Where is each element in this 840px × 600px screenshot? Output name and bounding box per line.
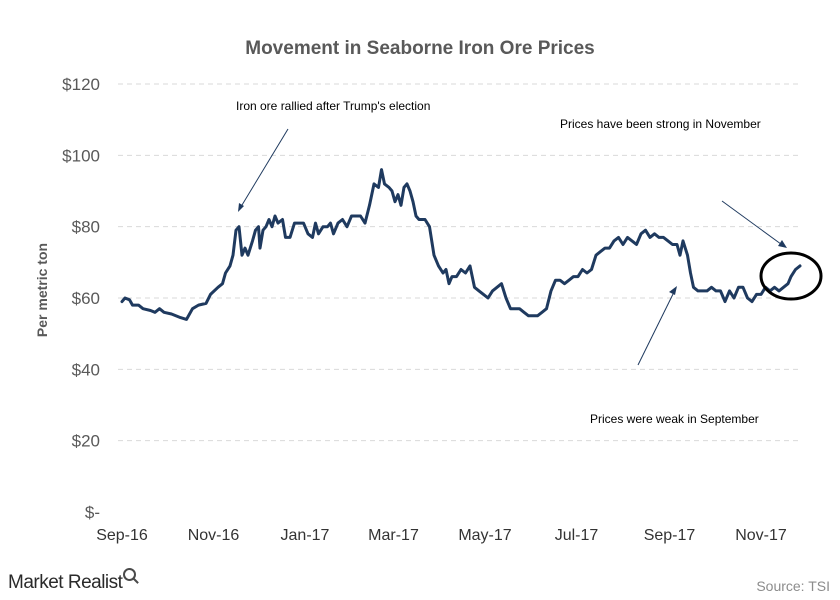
annotation-arrow-september	[637, 287, 677, 366]
x-tick-label: Jan-17	[281, 527, 330, 544]
gridlines	[118, 83, 800, 442]
x-tick-label: Nov-17	[735, 527, 787, 544]
annotation-strong-november: Prices have been strong in November	[560, 117, 761, 131]
x-tick-label: Nov-16	[188, 527, 240, 544]
x-tick-label: May-17	[458, 527, 511, 544]
x-tick-label: Sep-17	[644, 527, 696, 544]
arrowhead-september-icon	[669, 286, 677, 295]
y-tick-label: $40	[72, 360, 100, 379]
x-tick-label: Sep-16	[96, 527, 148, 544]
y-tick-label: $120	[62, 75, 100, 94]
chart-title: Movement in Seaborne Iron Ore Prices	[245, 38, 595, 59]
y-axis-ticks: $- $20 $40 $60 $80 $100 $120	[62, 75, 100, 522]
magnifier-icon	[123, 568, 137, 581]
brand-name: Market Realist	[8, 572, 123, 593]
x-tick-label: Mar-17	[368, 527, 419, 544]
y-axis-label: Per metric ton	[34, 243, 50, 337]
source-note: Source: TSI	[756, 578, 830, 594]
x-axis-ticks: Sep-16 Nov-16 Jan-17 Mar-17 May-17 Jul-17 Sep-…	[96, 527, 787, 544]
highlight-circle	[759, 251, 823, 301]
brand-logo: Market Realist	[8, 568, 137, 594]
annotation-arrow-november	[721, 200, 786, 248]
annotation-trump-election: Iron ore rallied after Trump's election	[236, 99, 430, 113]
arrowhead-trump-icon	[238, 203, 244, 212]
y-tick-label: $100	[62, 146, 100, 165]
y-tick-label: $20	[72, 432, 100, 451]
x-tick-label: Jul-17	[555, 527, 599, 544]
y-tick-label: $-	[85, 503, 100, 522]
y-tick-label: $60	[72, 289, 100, 308]
arrowhead-november-icon	[778, 240, 787, 248]
series-line-iron-ore-price	[120, 168, 802, 321]
annotation-arrow-trump	[238, 128, 289, 211]
annotation-weak-september: Prices were weak in September	[590, 412, 759, 426]
y-tick-label: $80	[72, 218, 100, 237]
